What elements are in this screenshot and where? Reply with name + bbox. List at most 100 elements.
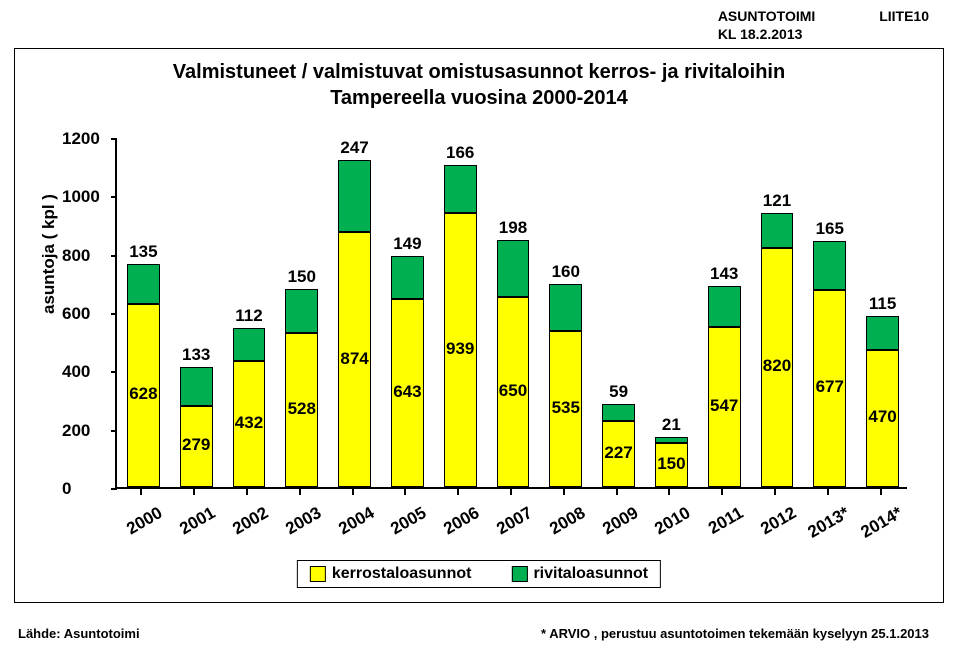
legend-label: kerrostaloasunnot: [332, 565, 472, 583]
bar-value-kerros: 939: [446, 339, 474, 359]
x-tick-label: 2014*: [848, 503, 906, 548]
bar-value-kerros: 227: [604, 443, 632, 463]
bar-value-kerros: 432: [235, 413, 263, 433]
bar-segment-rivi: [866, 316, 899, 350]
bar-segment-rivi: [761, 213, 794, 248]
y-tick-label: 1200: [62, 129, 100, 149]
legend: kerrostaloasunnot rivitaloasunnot: [297, 560, 661, 588]
bar-value-kerros: 820: [763, 356, 791, 376]
bar-value-kerros: 528: [288, 399, 316, 419]
bar-value-rivi: 166: [446, 143, 474, 163]
bar-value-rivi: 135: [129, 242, 157, 262]
x-tick-label: 2004: [320, 503, 378, 548]
chart-title: Valmistuneet / valmistuvat omistusasunno…: [15, 59, 943, 111]
legend-swatch-rivi: [511, 566, 527, 582]
x-tick-label: 2009: [584, 503, 642, 548]
bar-segment-rivi: [391, 256, 424, 299]
y-tick-label: 400: [62, 362, 90, 382]
bar-value-rivi: 115: [869, 294, 896, 314]
x-tick-label: 2011: [690, 503, 748, 548]
bar-segment-rivi: [444, 165, 477, 213]
bar-group: 677165: [813, 241, 846, 487]
header-right: ASUNTOTOIMI LIITE10 KL 18.2.2013: [718, 8, 929, 43]
footnote-remark: * ARVIO , perustuu asuntotoimen tekemään…: [541, 626, 929, 641]
bar-value-kerros: 628: [129, 384, 157, 404]
x-tick-label: 2007: [478, 503, 536, 548]
x-tick-label: 2005: [373, 503, 431, 548]
x-tick-label: 2010: [637, 503, 695, 548]
bar-segment-rivi: [813, 241, 846, 289]
bar-segment-rivi: [549, 284, 582, 331]
bar-group: 874247: [338, 160, 371, 487]
bar-group: 279133: [180, 367, 213, 487]
bar-value-kerros: 150: [657, 454, 685, 474]
x-tick-label: 2012: [742, 503, 800, 548]
bar-segment-rivi: [708, 286, 741, 328]
bar-segment-rivi: [338, 160, 371, 232]
x-tick-label: 2008: [531, 503, 589, 548]
bar-value-kerros: 279: [182, 435, 210, 455]
chart-frame: Valmistuneet / valmistuvat omistusasunno…: [14, 48, 944, 603]
bar-value-kerros: 650: [499, 381, 527, 401]
bar-segment-rivi: [233, 328, 266, 361]
y-axis-title: asuntoja ( kpl ): [39, 194, 59, 314]
bar-value-rivi: 160: [552, 262, 580, 282]
legend-item: rivitaloasunnot: [511, 565, 648, 583]
bar-segment-rivi: [127, 264, 160, 303]
header-org: ASUNTOTOIMI: [718, 8, 816, 26]
bar-group: 535160: [549, 284, 582, 487]
header-date: KL 18.2.2013: [718, 26, 929, 44]
y-tick-label: 800: [62, 246, 90, 266]
x-tick-label: 2000: [109, 503, 167, 548]
bar-value-kerros: 874: [340, 349, 368, 369]
bar-segment-rivi: [602, 404, 635, 421]
bar-value-kerros: 677: [816, 377, 844, 397]
footnote-source: Lähde: Asuntotoimi: [18, 626, 140, 641]
bar-group: 650198: [497, 240, 530, 487]
chart-title-line2: Tampereella vuosina 2000-2014: [15, 85, 943, 111]
bar-value-kerros: 547: [710, 396, 738, 416]
bar-value-rivi: 150: [288, 267, 316, 287]
chart-title-line1: Valmistuneet / valmistuvat omistusasunno…: [15, 59, 943, 85]
legend-item: kerrostaloasunnot: [310, 565, 472, 583]
bar-segment-rivi: [180, 367, 213, 406]
header-liite: LIITE10: [879, 8, 929, 26]
y-tick-label: 600: [62, 304, 90, 324]
x-tick-label: 2006: [426, 503, 484, 548]
bar-group: 470115: [866, 316, 899, 487]
bar-value-rivi: 165: [816, 219, 844, 239]
x-tick-label: 2003: [267, 503, 325, 548]
bar-value-rivi: 198: [499, 218, 527, 238]
bar-group: 820121: [761, 213, 794, 487]
bar-segment-rivi: [655, 437, 688, 443]
bar-value-rivi: 121: [763, 191, 791, 211]
bars-container: 6281352791334321125281508742476431499391…: [117, 139, 907, 487]
legend-label: rivitaloasunnot: [533, 565, 648, 583]
bar-value-kerros: 643: [393, 382, 421, 402]
bar-group: 547143: [708, 286, 741, 487]
bar-value-kerros: 470: [868, 407, 896, 427]
legend-swatch-kerros: [310, 566, 326, 582]
bar-segment-rivi: [285, 289, 318, 333]
x-tick-label: 2002: [214, 503, 272, 548]
bar-value-rivi: 112: [235, 306, 262, 326]
bar-group: 939166: [444, 165, 477, 487]
x-tick-label: 2013*: [795, 503, 853, 548]
bar-value-rivi: 149: [393, 234, 421, 254]
bar-value-kerros: 535: [552, 398, 580, 418]
bar-group: 643149: [391, 256, 424, 487]
bar-value-rivi: 247: [340, 138, 368, 158]
bar-group: 22759: [602, 404, 635, 487]
bar-segment-rivi: [497, 240, 530, 298]
bar-group: 628135: [127, 264, 160, 487]
bar-value-rivi: 133: [182, 345, 210, 365]
bar-value-rivi: 59: [609, 382, 628, 402]
y-tick-label: 0: [62, 479, 71, 499]
bar-value-rivi: 143: [710, 264, 738, 284]
y-tick-label: 200: [62, 421, 90, 441]
bar-group: 528150: [285, 289, 318, 487]
bar-group: 15021: [655, 437, 688, 487]
x-tick-label: 2001: [162, 503, 220, 548]
bar-group: 432112: [233, 328, 266, 487]
x-axis: 2000200120022003200420052006200720082009…: [115, 489, 907, 539]
